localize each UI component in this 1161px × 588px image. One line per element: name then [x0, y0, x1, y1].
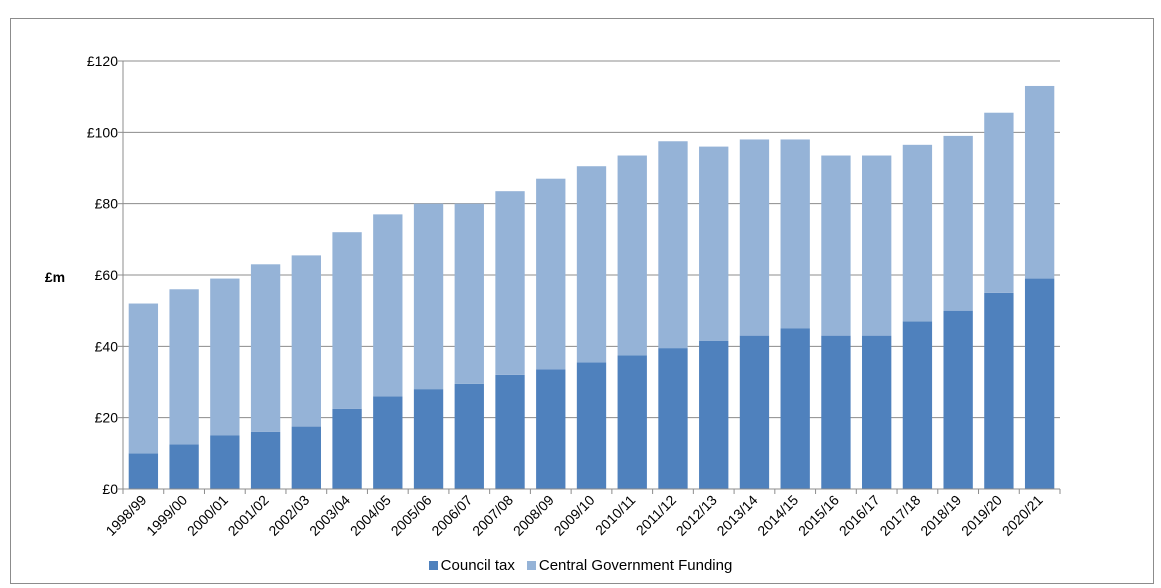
y-tick-label: £0	[102, 481, 118, 497]
legend-item-council-tax: Council tax	[428, 557, 515, 574]
bar-council-tax-2010-11	[617, 355, 647, 489]
bar-central-government-funding-2010-11	[617, 155, 647, 356]
bar-central-government-funding-2011-12	[658, 141, 688, 349]
bar-central-government-funding-1999-00	[169, 289, 199, 445]
y-tick-label: £60	[95, 267, 119, 283]
legend: Council tax Central Government Funding	[0, 557, 1161, 574]
x-tick-label: 2014/15	[754, 492, 801, 539]
bars	[128, 85, 1055, 489]
y-tick-label: £80	[95, 196, 119, 212]
bar-council-tax-2020-21	[1024, 278, 1055, 489]
x-tick-label: 2009/10	[551, 492, 598, 539]
bar-council-tax-2001-02	[250, 431, 281, 489]
x-tick-label: 2011/12	[633, 492, 680, 539]
bar-central-government-funding-2003-04	[332, 232, 362, 409]
bar-central-government-funding-2015-16	[821, 155, 851, 336]
bar-central-government-funding-2017-18	[902, 144, 933, 322]
y-tick-label: £120	[87, 53, 118, 69]
bar-central-government-funding-2000-01	[210, 278, 240, 436]
bar-council-tax-2005-06	[413, 389, 444, 489]
x-tick-label: 1998/99	[102, 492, 149, 539]
axes	[118, 60, 1061, 494]
bar-central-government-funding-2016-17	[862, 155, 892, 336]
bar-council-tax-2000-01	[210, 435, 240, 489]
bar-council-tax-2004-05	[373, 396, 403, 489]
x-tick-label: 2018/19	[917, 492, 964, 539]
bar-council-tax-2015-16	[821, 335, 851, 489]
legend-label-central-government-funding: Central Government Funding	[538, 557, 733, 574]
x-tick-label: 1999/00	[143, 492, 190, 539]
legend-item-central-government-funding: Central Government Funding	[526, 557, 733, 574]
bar-council-tax-2009-10	[576, 362, 607, 489]
bar-central-government-funding-2018-19	[943, 135, 973, 311]
bar-central-government-funding-2001-02	[250, 264, 281, 432]
bar-council-tax-1999-00	[169, 444, 199, 489]
bar-central-government-funding-2020-21	[1024, 85, 1055, 279]
bar-central-government-funding-2012-13	[699, 146, 729, 341]
bar-central-government-funding-2006-07	[454, 203, 484, 384]
x-tick-label: 2001/02	[225, 492, 272, 539]
x-tick-label: 2005/06	[388, 492, 435, 539]
x-tick-label: 2000/01	[184, 492, 231, 539]
x-tick-label: 2008/09	[510, 492, 557, 539]
bar-council-tax-2006-07	[454, 383, 484, 489]
bar-council-tax-2014-15	[780, 328, 810, 489]
bar-council-tax-1998-99	[128, 453, 159, 489]
bar-council-tax-2017-18	[902, 321, 933, 489]
legend-swatch-central-government-funding	[526, 561, 536, 570]
bar-council-tax-2007-08	[495, 374, 525, 489]
bar-central-government-funding-2007-08	[495, 191, 525, 375]
bar-council-tax-2018-19	[943, 310, 973, 489]
y-tick-label: £100	[87, 124, 118, 140]
x-tick-label: 2019/20	[958, 492, 1005, 539]
legend-label-council-tax: Council tax	[440, 557, 515, 574]
chart-frame	[10, 18, 1154, 584]
bar-council-tax-2002-03	[291, 426, 321, 489]
x-tick-label: 2013/14	[713, 492, 760, 539]
bar-central-government-funding-2005-06	[413, 203, 444, 390]
bar-council-tax-2012-13	[699, 340, 729, 489]
x-tick-label: 2010/11	[592, 492, 639, 539]
bar-central-government-funding-2002-03	[291, 255, 321, 427]
y-axis-label: £m	[45, 269, 65, 285]
bar-council-tax-2019-20	[984, 292, 1014, 489]
x-tick-label: 2012/13	[673, 492, 720, 539]
x-tick-label: 2004/05	[347, 492, 394, 539]
y-tick-label: £20	[95, 410, 119, 426]
bar-central-government-funding-2019-20	[984, 112, 1014, 293]
x-tick-label: 2017/18	[876, 492, 923, 539]
bar-central-government-funding-2008-09	[536, 178, 566, 370]
bar-central-government-funding-2014-15	[780, 139, 810, 329]
x-tick-label: 2006/07	[428, 492, 475, 539]
x-tick-label: 2015/16	[795, 492, 842, 539]
x-tick-label: 2003/04	[306, 492, 353, 539]
legend-swatch-council-tax	[428, 561, 438, 570]
bar-central-government-funding-1998-99	[128, 303, 159, 454]
bar-council-tax-2016-17	[862, 335, 892, 489]
bar-council-tax-2003-04	[332, 408, 362, 489]
bar-central-government-funding-2013-14	[739, 139, 770, 336]
x-tick-label: 2007/08	[469, 492, 516, 539]
x-tick-label: 2016/17	[836, 492, 883, 539]
x-tick-label: 2020/21	[999, 492, 1046, 539]
bar-council-tax-2008-09	[536, 369, 566, 489]
y-tick-label: £40	[95, 338, 119, 354]
x-tick-label: 2002/03	[265, 492, 312, 539]
bar-council-tax-2013-14	[739, 335, 770, 489]
bar-council-tax-2011-12	[658, 348, 688, 489]
bar-central-government-funding-2004-05	[373, 214, 403, 397]
bar-central-government-funding-2009-10	[576, 166, 607, 363]
